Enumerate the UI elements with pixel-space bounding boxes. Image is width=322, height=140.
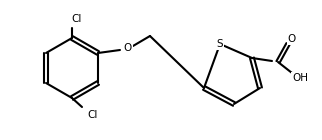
Text: O: O bbox=[124, 43, 132, 53]
Text: S: S bbox=[217, 39, 223, 49]
Text: O: O bbox=[288, 34, 296, 44]
Text: Cl: Cl bbox=[88, 110, 98, 120]
Text: OH: OH bbox=[292, 73, 308, 83]
Text: Cl: Cl bbox=[72, 14, 82, 24]
